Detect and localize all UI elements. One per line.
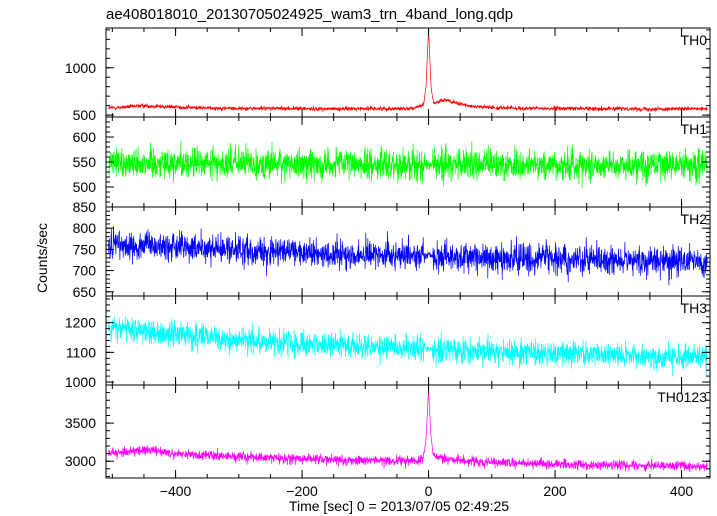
series-line-th2 <box>108 226 708 286</box>
panel-label-th0: TH0 <box>681 32 708 48</box>
panel-th2: 650 700 750 800 850 TH2 <box>73 199 711 300</box>
panel-frame <box>105 295 711 386</box>
y-tick-label: 600 <box>73 129 97 145</box>
y-tick-label: 3000 <box>65 453 96 469</box>
panel-frame <box>105 27 711 118</box>
panel-th1: 500 550 600 TH1 <box>73 116 711 208</box>
x-tick-label: 200 <box>543 483 567 499</box>
y-tick-label: 800 <box>73 220 97 236</box>
series-line-th3 <box>108 316 708 377</box>
x-tick-label: −400 <box>160 483 192 499</box>
panel-label-th3: TH3 <box>681 300 708 316</box>
series-line-th0123 <box>108 388 708 472</box>
series-line-th0 <box>108 29 708 113</box>
x-tick-label: 400 <box>670 483 694 499</box>
panel-label-th1: TH1 <box>681 121 708 137</box>
panel-th3: 1000 1100 1200 TH3 <box>65 295 711 390</box>
chart-title: ae408018010_20130705024925_wam3_trn_4ban… <box>106 6 513 23</box>
y-tick-label: 500 <box>73 107 97 123</box>
y-tick-label: 750 <box>73 241 97 257</box>
y-tick-label: 550 <box>73 154 97 170</box>
panels-group: 500 1000 TH0 500 550 600 TH1 650 700 750 800 850 TH2… <box>65 27 711 479</box>
y-tick-label: 500 <box>73 179 97 195</box>
y-tick-label: 1100 <box>66 344 96 360</box>
y-tick-label: 1000 <box>65 60 96 76</box>
y-tick-label: 650 <box>73 284 97 300</box>
panel-th0123: 3000 3500 TH0123 <box>65 384 711 479</box>
y-tick-label: 3500 <box>65 415 96 431</box>
x-tick-label: 0 <box>425 483 433 499</box>
y-axis-title: Counts/sec <box>34 223 50 293</box>
series-line-th1 <box>108 140 708 189</box>
x-axis-title: Time [sec] 0 = 2013/07/05 02:49:25 <box>289 498 509 514</box>
x-axis: −400 −200 0 200 400 <box>160 483 694 499</box>
y-tick-label: 1200 <box>65 315 96 331</box>
panel-frame <box>105 384 711 479</box>
y-tick-label: 700 <box>73 263 97 279</box>
panel-label-th0123: TH0123 <box>657 389 707 405</box>
y-tick-label: 850 <box>73 199 97 215</box>
x-tick-label: −200 <box>286 483 318 499</box>
panel-label-th2: TH2 <box>681 211 708 227</box>
panel-th0: 500 1000 TH0 <box>65 27 711 123</box>
y-tick-label: 1000 <box>65 374 96 390</box>
